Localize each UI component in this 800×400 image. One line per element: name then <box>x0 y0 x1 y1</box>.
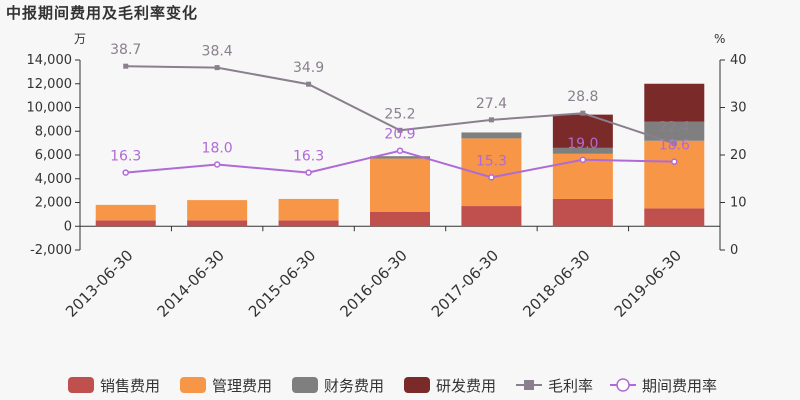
gross-margin-label: 38.4 <box>202 44 233 60</box>
bar-segment <box>644 208 705 227</box>
left-axis-tick-label: 0 <box>64 219 72 234</box>
period-expense-ratio-label: 20.9 <box>384 127 415 143</box>
right-axis-tick-label: 30 <box>730 101 747 116</box>
legend-label: 毛利率 <box>548 377 593 395</box>
left-axis-tick-label: -2,000 <box>30 243 72 258</box>
left-axis-tick-label: 8,000 <box>35 124 72 139</box>
gross-margin-point <box>214 65 220 71</box>
x-axis-category-label: 2019-06-30 <box>611 246 685 320</box>
period-expense-ratio-label: 18.0 <box>202 141 233 157</box>
right-axis-tick-label: 40 <box>730 53 747 68</box>
bar-segment <box>461 132 522 139</box>
legend-swatch <box>180 377 206 393</box>
legend-marker <box>616 378 630 392</box>
legend-swatch <box>292 377 318 393</box>
gross-margin-point <box>306 81 312 87</box>
period-expense-ratio-point <box>122 169 129 176</box>
left-axis-tick-label: 4,000 <box>35 172 72 187</box>
bar-segment <box>187 220 248 227</box>
bar-segment <box>644 121 705 141</box>
right-axis-unit: % <box>714 32 725 46</box>
bar-segment <box>370 158 430 212</box>
bar-segment <box>278 198 339 221</box>
right-axis-tick-label: 0 <box>730 243 738 258</box>
gross-margin-point <box>488 117 494 123</box>
bar-segment <box>95 204 156 221</box>
gross-margin-label: 22.4 <box>659 120 690 136</box>
legend-swatch <box>68 377 94 393</box>
x-axis-category-label: 2016-06-30 <box>336 246 410 320</box>
gross-margin-label: 27.4 <box>476 96 507 112</box>
left-axis-tick-label: 14,000 <box>27 53 73 68</box>
period-expense-ratio-point <box>579 156 587 163</box>
bar-segment <box>95 220 156 227</box>
period-expense-ratio-point <box>671 158 678 165</box>
bar-segment <box>552 147 613 154</box>
period-expense-ratio-label: 19.0 <box>567 136 598 152</box>
period-expense-ratio-label: 16.3 <box>110 149 141 165</box>
left-axis-tick-label: 2,000 <box>35 196 72 211</box>
legend-label: 管理费用 <box>212 377 272 395</box>
period-expense-ratio-point <box>396 147 404 154</box>
x-axis-category-label: 2017-06-30 <box>428 246 502 320</box>
chart-title: 中报期间费用及毛利率变化 <box>6 4 199 22</box>
bar-segment <box>370 156 430 159</box>
gross-margin-label: 28.8 <box>567 89 598 105</box>
left-axis-tick-label: 12,000 <box>27 77 73 92</box>
x-axis-category-label: 2015-06-30 <box>245 246 319 320</box>
bar-segment <box>278 220 339 227</box>
left-axis-tick-label: 10,000 <box>27 101 73 116</box>
gross-margin-point <box>671 141 677 147</box>
period-expense-ratio-label: 16.3 <box>293 149 324 165</box>
bar-segment <box>644 140 705 209</box>
period-expense-ratio-point <box>305 169 312 176</box>
left-axis-tick-label: 6,000 <box>35 148 72 163</box>
period-expense-ratio-label: 15.3 <box>476 153 507 169</box>
legend-label: 销售费用 <box>100 377 160 395</box>
legend-marker <box>524 380 534 390</box>
right-axis-tick-label: 10 <box>730 196 747 211</box>
bar-segment <box>187 200 248 221</box>
gross-margin-point <box>397 127 403 133</box>
x-axis-category-label: 2018-06-30 <box>519 246 593 320</box>
gross-margin-point <box>580 110 586 116</box>
left-axis-unit: 万 <box>74 32 86 46</box>
x-axis-category-label: 2013-06-30 <box>62 246 136 320</box>
right-axis-tick-label: 20 <box>730 148 747 163</box>
bar-segment <box>370 212 430 227</box>
legend-swatch <box>404 377 430 393</box>
legend-label: 财务费用 <box>324 377 384 395</box>
bar-segment <box>461 206 522 227</box>
x-axis-category-label: 2014-06-30 <box>154 246 228 320</box>
gross-margin-point <box>123 63 129 69</box>
period-expense-ratio-point <box>488 174 495 181</box>
gross-margin-label: 34.9 <box>293 60 324 76</box>
period-expense-ratio-label: 18.6 <box>659 138 690 154</box>
bar-segment <box>552 198 613 227</box>
gross-margin-label: 25.2 <box>384 106 415 122</box>
legend-label: 期间费用率 <box>642 377 717 395</box>
legend-label: 研发费用 <box>436 377 496 395</box>
period-expense-ratio-point <box>213 161 221 168</box>
gross-margin-label: 38.7 <box>110 42 141 58</box>
bar-segment <box>644 83 705 122</box>
